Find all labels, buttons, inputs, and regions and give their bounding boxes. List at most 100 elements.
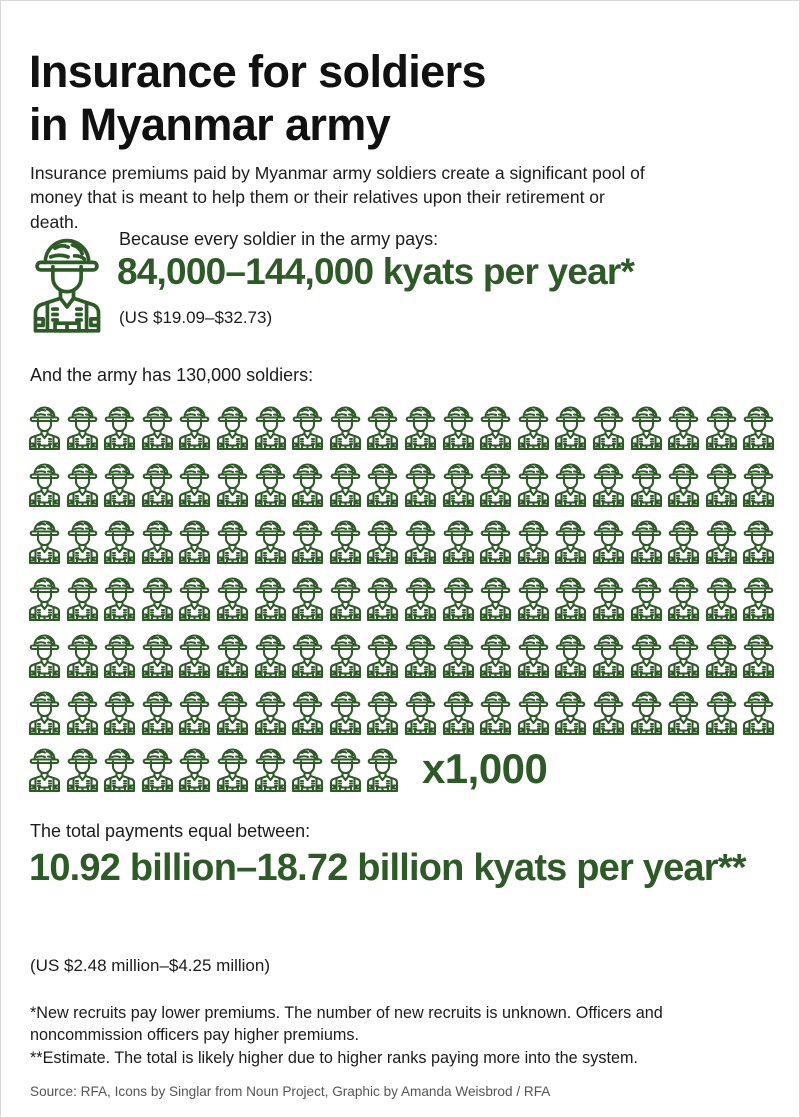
soldier-icon <box>28 461 66 507</box>
soldier-icon <box>329 404 367 450</box>
soldier-icon <box>66 404 104 450</box>
soldier-icon <box>366 689 404 735</box>
soldier-row <box>28 450 788 507</box>
soldier-icon <box>329 746 367 792</box>
soldier-icon <box>592 689 630 735</box>
soldier-icon <box>141 632 179 678</box>
soldier-icon <box>216 518 254 564</box>
soldier-icon <box>479 518 517 564</box>
soldier-icon <box>554 632 592 678</box>
soldier-icon <box>216 461 254 507</box>
soldier-icon <box>66 518 104 564</box>
soldier-icon <box>404 632 442 678</box>
soldier-icon <box>103 518 141 564</box>
soldier-icon <box>141 461 179 507</box>
soldier-icon <box>66 461 104 507</box>
soldier-icon <box>742 518 780 564</box>
soldier-icon <box>291 632 329 678</box>
footnotes: *New recruits pay lower premiums. The nu… <box>30 1002 760 1069</box>
soldier-icon <box>216 632 254 678</box>
soldier-icon <box>667 575 705 621</box>
soldier-icon <box>705 575 743 621</box>
standfirst-text: Insurance premiums paid by Myanmar army … <box>30 162 645 233</box>
soldier-icon <box>291 404 329 450</box>
soldier-icon <box>705 518 743 564</box>
soldier-icon <box>178 575 216 621</box>
soldier-icon <box>404 404 442 450</box>
soldier-icon <box>103 575 141 621</box>
soldier-icon <box>742 461 780 507</box>
soldier-icon <box>705 404 743 450</box>
soldier-icon <box>291 575 329 621</box>
soldier-icon <box>291 746 329 792</box>
soldier-icon <box>141 575 179 621</box>
soldier-icon <box>667 404 705 450</box>
soldier-icon <box>592 461 630 507</box>
soldier-icon <box>667 461 705 507</box>
soldier-icon <box>366 632 404 678</box>
soldier-icon <box>404 461 442 507</box>
soldier-icon <box>291 689 329 735</box>
soldier-icon <box>103 404 141 450</box>
soldier-icon <box>667 689 705 735</box>
soldier-icon <box>630 689 668 735</box>
soldier-icon <box>329 689 367 735</box>
source-credit: Source: RFA, Icons by Singlar from Noun … <box>30 1084 551 1099</box>
soldier-icon <box>630 404 668 450</box>
soldier-icon <box>329 461 367 507</box>
total-lead-text: The total payments equal between: <box>30 821 311 841</box>
soldier-icon <box>705 461 743 507</box>
soldier-icon <box>178 461 216 507</box>
soldier-icon <box>517 689 555 735</box>
soldier-icon <box>366 518 404 564</box>
soldier-icon <box>103 461 141 507</box>
soldier-icon <box>630 461 668 507</box>
soldier-icon <box>178 404 216 450</box>
soldier-icon <box>742 689 780 735</box>
soldier-icon <box>554 461 592 507</box>
soldier-icon <box>742 632 780 678</box>
soldier-icon <box>554 404 592 450</box>
soldier-icon <box>479 689 517 735</box>
soldier-icon <box>254 404 292 450</box>
soldier-icon <box>366 404 404 450</box>
soldier-icon <box>442 575 480 621</box>
soldier-icon <box>178 518 216 564</box>
soldier-icon <box>254 632 292 678</box>
soldier-icon <box>742 404 780 450</box>
soldier-icon <box>329 518 367 564</box>
soldier-icon <box>66 746 104 792</box>
soldier-row <box>28 678 788 735</box>
soldier-icon <box>442 518 480 564</box>
soldier-icon <box>103 689 141 735</box>
page-title-line-1: Insurance for soldiers <box>29 46 487 98</box>
soldier-icon <box>178 746 216 792</box>
soldier-icon <box>291 518 329 564</box>
soldier-icon <box>23 233 111 333</box>
soldier-icon <box>66 632 104 678</box>
soldier-icon <box>517 518 555 564</box>
soldier-icon <box>554 689 592 735</box>
soldier-icon <box>103 632 141 678</box>
soldier-icon <box>630 518 668 564</box>
soldier-icon <box>667 518 705 564</box>
soldier-icon <box>141 746 179 792</box>
footnote-2: **Estimate. The total is likely higher d… <box>30 1048 638 1067</box>
soldier-icon <box>554 575 592 621</box>
total-usd-value: (US $2.48 million–$4.25 million) <box>30 956 271 975</box>
soldier-icon <box>254 461 292 507</box>
soldier-row <box>28 393 788 450</box>
soldier-row <box>28 564 788 621</box>
soldier-icon <box>216 404 254 450</box>
soldier-icon <box>667 632 705 678</box>
soldier-icon <box>28 518 66 564</box>
soldier-icon <box>442 461 480 507</box>
premium-lead-text: Because every soldier in the army pays: <box>119 229 439 249</box>
premium-amount-value: 84,000–144,000 kyats per year* <box>117 251 635 292</box>
soldier-icon <box>404 689 442 735</box>
soldier-icon <box>517 632 555 678</box>
soldier-icon <box>329 632 367 678</box>
soldier-icon <box>103 746 141 792</box>
soldier-icon <box>291 461 329 507</box>
